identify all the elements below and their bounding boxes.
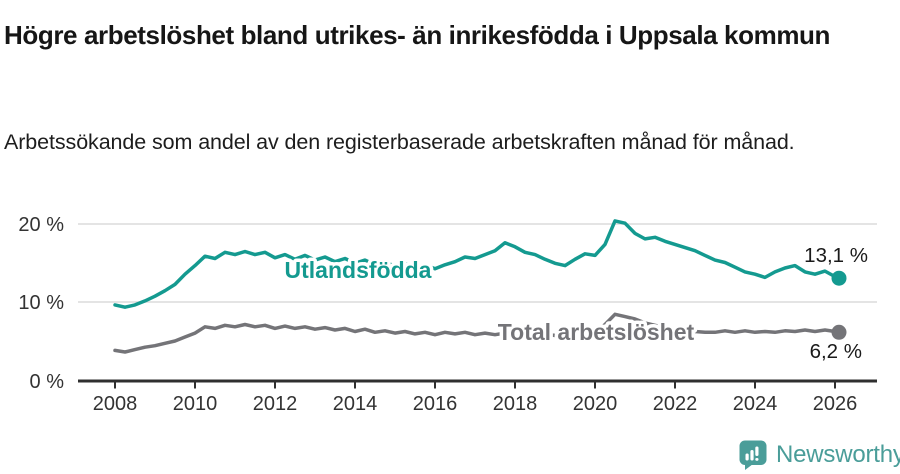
series-line	[113, 219, 841, 309]
x-tick-label: 2024	[733, 393, 778, 415]
x-tick-label: 2026	[813, 393, 858, 415]
x-axis-ticks: 2008 2010 2012 2014 2016 2018 2020 2022 2024 2026	[93, 381, 858, 415]
x-tick-label: 2022	[653, 393, 698, 415]
page-title: Högre arbetslöshet bland utrikes- än inr…	[4, 20, 831, 51]
series-end-dot	[831, 270, 847, 286]
brand-name: Newsworthy	[776, 440, 900, 468]
x-tick-label: 2012	[253, 393, 298, 415]
x-tick-label: 2010	[173, 393, 218, 415]
series-line	[113, 312, 841, 354]
x-tick-label: 2008	[93, 393, 138, 415]
end-value-utlandsfodda: 13,1 %	[804, 244, 868, 267]
newsworthy-bubble-chart-icon	[739, 440, 767, 470]
chart-series	[113, 219, 847, 354]
y-tick-label-20: 20 %	[18, 214, 64, 236]
chart-subtitle: Arbetssökande som andel av den registerb…	[4, 129, 795, 154]
x-tick-label: 2018	[493, 393, 538, 415]
x-tick-label: 2020	[573, 393, 618, 415]
end-value-total: 6,2 %	[810, 340, 862, 363]
series-end-dot	[831, 324, 847, 340]
series-label-total: Total arbetslöshet	[498, 319, 695, 345]
x-tick-label: 2014	[333, 393, 378, 415]
x-tick-label: 2016	[413, 393, 458, 415]
y-tick-label-10: 10 %	[18, 292, 64, 314]
y-tick-label-0: 0 %	[30, 371, 65, 393]
series-label-utlandsfodda: Utlandsfödda	[285, 257, 432, 283]
line-chart: 20 % 10 % 0 % 2008 2010 2012 2014 2016 2018 20…	[18, 214, 877, 415]
newsworthy-logo[interactable]: Newsworthy	[738, 439, 900, 470]
